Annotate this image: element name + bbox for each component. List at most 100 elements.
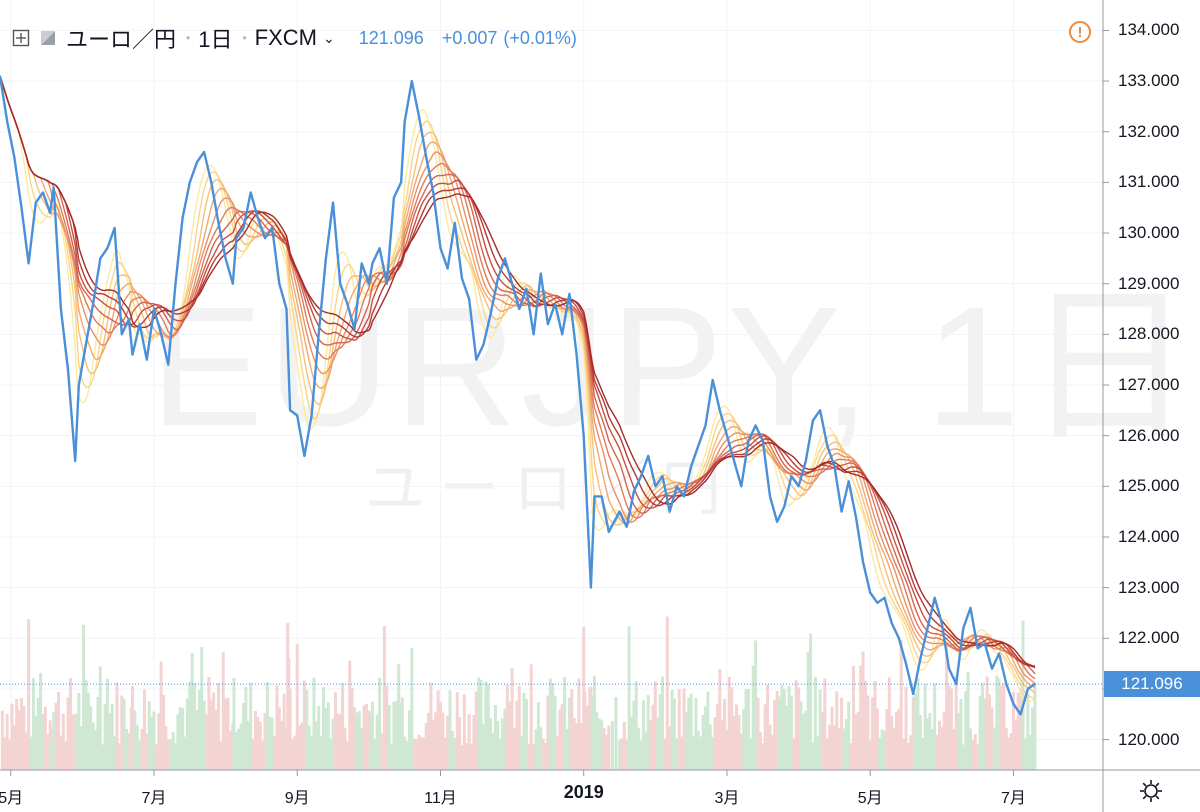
volume-bar — [1011, 692, 1015, 770]
volume-bar — [392, 701, 396, 770]
volume-bar — [637, 727, 641, 770]
volume-bar — [909, 735, 913, 770]
volume-bar — [727, 676, 731, 770]
volume-bar — [427, 712, 431, 770]
volume-bar — [441, 712, 445, 770]
volume-bar — [992, 727, 996, 770]
volume-bar — [990, 707, 994, 770]
volume-bar — [275, 685, 279, 770]
volume-bar — [3, 736, 7, 770]
volume-bar — [36, 697, 40, 770]
volume-bar — [390, 743, 394, 770]
volume-bar — [512, 728, 516, 770]
volume-bar — [820, 712, 824, 770]
volume-bar — [713, 717, 717, 770]
volume-bar — [942, 711, 946, 770]
volume-bar — [983, 698, 987, 770]
plus-box-icon[interactable] — [12, 29, 30, 47]
volume-bar — [133, 710, 137, 770]
volume-bar — [780, 685, 784, 770]
volume-bar — [840, 697, 844, 770]
volume-bar — [298, 725, 302, 770]
price-line — [0, 75, 1036, 716]
symbol-name[interactable]: ユーロ／円 — [66, 27, 177, 52]
gear-icon[interactable] — [1138, 778, 1164, 804]
volume-bar — [256, 716, 260, 770]
y-tick-label: 129.000 — [1118, 273, 1180, 293]
volume-bar — [933, 683, 937, 770]
volume-bar — [770, 735, 774, 770]
volume-bar — [921, 737, 925, 770]
volume-bar — [312, 677, 316, 770]
volume-bar — [438, 701, 442, 770]
volume-bar — [214, 709, 218, 770]
volume-bar — [8, 739, 12, 770]
volume-bar — [142, 689, 146, 770]
volume-bar — [39, 673, 43, 770]
volume-bar — [937, 720, 941, 770]
x-tick-label: 2019 — [563, 782, 604, 802]
volume-bar — [694, 698, 698, 770]
volume-bar — [527, 743, 531, 770]
volume-bar — [954, 675, 958, 770]
volume-bar — [551, 683, 555, 770]
volume-bar — [29, 736, 33, 770]
volume-bar — [82, 624, 86, 770]
volume-bar — [680, 736, 684, 770]
volume-bar — [548, 678, 552, 770]
flag-icon[interactable] — [40, 30, 56, 46]
volume-bar — [84, 680, 88, 770]
volume-bar — [875, 708, 879, 770]
volume-bar — [424, 723, 428, 770]
volume-bar — [692, 735, 696, 770]
separator-dot: • — [242, 31, 247, 45]
volume-bar — [59, 735, 63, 770]
volume-bar — [675, 738, 679, 770]
volume-bar — [357, 711, 361, 770]
ma-line — [0, 75, 1036, 668]
volume-bar — [419, 737, 423, 770]
warning-icon[interactable]: ! — [1069, 21, 1091, 43]
volume-bar — [221, 652, 225, 770]
interval[interactable]: 1日 — [198, 27, 233, 52]
volume-bar — [961, 744, 965, 770]
chevron-down-icon[interactable]: ⌄ — [323, 29, 335, 46]
volume-bar — [935, 735, 939, 770]
volume-bar — [150, 716, 154, 770]
volume-bar — [749, 738, 753, 770]
volume-bar — [319, 736, 323, 770]
volume-bar — [209, 699, 213, 770]
volume-bar — [462, 694, 466, 770]
volume-bar — [96, 696, 100, 770]
volume-bar — [302, 680, 306, 770]
volume-bar — [873, 680, 877, 770]
volume-bar — [436, 690, 440, 770]
volume-bar — [684, 712, 688, 770]
volume-bar — [465, 742, 469, 770]
volume-bar — [797, 687, 801, 770]
volume-bar — [343, 727, 347, 770]
x-tick-label: 5月 — [0, 790, 24, 807]
volume-bar — [56, 691, 60, 770]
volume-bar — [539, 727, 543, 770]
volume-bar — [188, 681, 192, 770]
volume-bar — [484, 681, 488, 770]
volume-bar — [431, 719, 435, 770]
volume-bar — [782, 689, 786, 770]
volume-bar — [277, 707, 281, 770]
volume-bar — [1009, 733, 1013, 770]
volume-bar — [378, 677, 382, 770]
exchange[interactable]: FXCM — [254, 25, 317, 50]
volume-bar — [145, 733, 149, 770]
volume-bar — [108, 713, 112, 770]
volume-bar — [720, 720, 724, 770]
volume-bar — [237, 728, 241, 770]
volume-bar — [282, 693, 286, 770]
volume-bar — [866, 695, 870, 770]
volume-bar — [725, 729, 729, 770]
volume-bar — [350, 687, 354, 770]
volume-bar — [253, 711, 257, 770]
volume-bar — [79, 726, 83, 770]
